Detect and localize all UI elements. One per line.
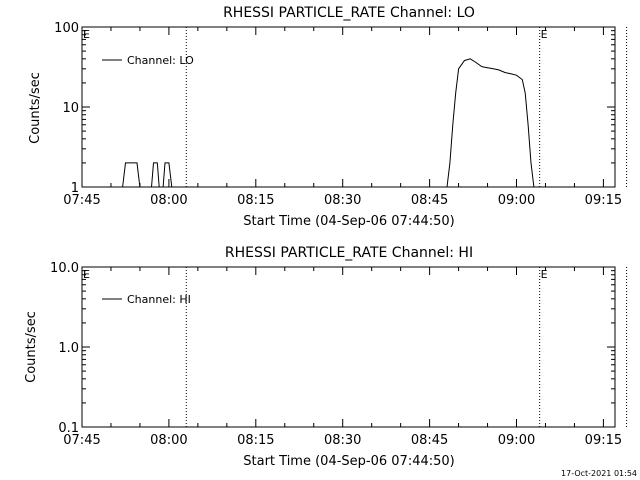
marker-label: E: [541, 268, 548, 281]
x-tick-label: 09:00: [498, 193, 535, 208]
x-tick-label: 08:00: [150, 433, 187, 448]
y-tick-label: 100: [54, 21, 79, 36]
legend-label: Channel: HI: [127, 293, 191, 306]
plot-frame: [81, 26, 616, 188]
x-ticks: 07:45 08:00 08:15 08:30 08:45 09:00 09:15: [63, 267, 622, 448]
legend: Channel: LO: [102, 54, 194, 67]
x-axis-label: Start Time (04-Sep-06 07:44:50): [243, 214, 454, 229]
series-line: [122, 58, 535, 188]
x-tick-label: 09:15: [585, 193, 622, 208]
legend: Channel: HI: [102, 293, 191, 306]
marker-label: E: [83, 28, 90, 41]
marker-label: E: [541, 28, 548, 41]
x-tick-label: 08:15: [237, 433, 274, 448]
plot-frame: [81, 266, 616, 428]
y-tick-label: 10.0: [50, 261, 79, 276]
y-tick-label: 1: [71, 181, 79, 196]
x-tick-label: 09:15: [585, 433, 622, 448]
footer-timestamp: 17-Oct-2021 01:54: [561, 469, 637, 478]
x-ticks: 07:45 08:00 08:15 08:30 08:45 09:00 09:15: [63, 27, 622, 208]
x-tick-label: 07:45: [63, 433, 100, 448]
x-axis-label: Start Time (04-Sep-06 07:44:50): [243, 454, 454, 469]
y-ticks: 1 10 100: [54, 21, 615, 196]
chart-panel-hi: RHESSI PARTICLE_RATE Channel: HI Start T…: [24, 245, 628, 469]
x-tick-label: 08:15: [237, 193, 274, 208]
x-tick-label: 08:45: [411, 193, 448, 208]
chart-title: RHESSI PARTICLE_RATE Channel: LO: [223, 5, 475, 21]
chart-title: RHESSI PARTICLE_RATE Channel: HI: [225, 245, 473, 261]
x-tick-label: 08:45: [411, 433, 448, 448]
y-tick-label: 10: [62, 101, 79, 116]
y-tick-label: 0.1: [58, 421, 79, 436]
x-tick-label: 07:45: [63, 193, 100, 208]
legend-label: Channel: LO: [127, 54, 194, 67]
x-tick-label: 09:00: [498, 433, 535, 448]
y-tick-label: 1.0: [58, 341, 79, 356]
y-axis-label: Counts/sec: [28, 72, 43, 144]
marker-label: E: [83, 268, 90, 281]
chart-panel-lo: RHESSI PARTICLE_RATE Channel: LO Start T…: [28, 5, 628, 229]
series-group: [122, 58, 535, 188]
x-tick-label: 08:00: [150, 193, 187, 208]
x-tick-label: 08:30: [324, 193, 361, 208]
y-ticks: 0.1 1.0 10.0: [50, 261, 615, 436]
x-tick-label: 08:30: [324, 433, 361, 448]
y-axis-label: Counts/sec: [24, 311, 39, 383]
